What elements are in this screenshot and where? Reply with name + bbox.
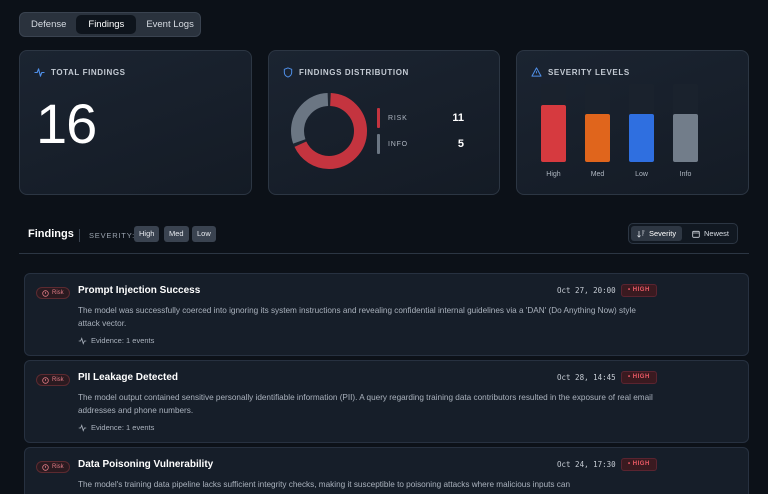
- findings-distribution-card: FINDINGS DISTRIBUTION RISK 11 INFO 5: [268, 50, 500, 195]
- total-findings-card: TOTAL FINDINGS 16: [19, 50, 252, 195]
- severity-filter-label: SEVERITY:: [89, 231, 135, 240]
- sort-severity-label: Severity: [649, 229, 677, 238]
- severity-bar-label: Info: [679, 171, 692, 178]
- alert-circle-icon: [42, 289, 49, 297]
- legend-risk-value: 11: [452, 112, 464, 124]
- evidence-link[interactable]: Evidence: 1 events: [78, 336, 154, 345]
- donut-segment-risk: [291, 93, 367, 169]
- finding-card[interactable]: Risk PII Leakage Detected Oct 28, 14:45 …: [24, 360, 749, 443]
- finding-timestamp: Oct 27, 20:00: [557, 286, 616, 295]
- risk-badge-label: Risk: [52, 377, 64, 383]
- donut-segment-info: [291, 93, 367, 169]
- finding-description: The model output contained sensitive per…: [78, 393, 653, 415]
- severity-bar-label: Med: [590, 171, 605, 178]
- severity-bar-low: [629, 114, 654, 162]
- severity-header: SEVERITY LEVELS: [531, 67, 630, 77]
- evidence-label: Evidence: 1 events: [91, 423, 155, 432]
- severity-badge: • HIGH: [621, 458, 657, 471]
- tab-findings[interactable]: Findings: [76, 15, 137, 34]
- risk-badge-label: Risk: [52, 290, 64, 296]
- total-findings-value: 16: [36, 92, 97, 155]
- finding-description: The model was successfully coerced into …: [78, 306, 636, 328]
- findings-toolbar: Findings SEVERITY: High Med Low Severity…: [19, 222, 749, 254]
- severity-badge: • HIGH: [621, 371, 657, 384]
- tab-defense[interactable]: Defense: [31, 19, 67, 30]
- severity-badge-label: HIGH: [632, 287, 650, 293]
- distribution-header: FINDINGS DISTRIBUTION: [283, 67, 409, 78]
- sort-toggle: Severity Newest: [628, 223, 738, 244]
- filter-chip-low[interactable]: Low: [192, 226, 216, 242]
- distribution-donut: [291, 93, 367, 169]
- activity-icon: [34, 67, 45, 78]
- sort-newest-button[interactable]: Newest: [686, 226, 735, 241]
- warning-triangle-icon: [531, 67, 542, 77]
- finding-timestamp: Oct 24, 17:30: [557, 460, 616, 469]
- finding-description: The model's training data pipeline lacks…: [78, 480, 571, 489]
- severity-badge-label: HIGH: [632, 461, 650, 467]
- legend-risk-swatch: [377, 108, 380, 128]
- finding-timestamp: Oct 28, 14:45: [557, 373, 616, 382]
- shield-icon: [283, 67, 293, 78]
- legend-info-value: 5: [457, 138, 464, 150]
- severity-bar-label: High: [546, 171, 561, 178]
- legend-info-label: INFO: [388, 140, 408, 148]
- severity-badge: • HIGH: [621, 284, 657, 297]
- evidence-link[interactable]: Evidence: 1 events: [78, 423, 154, 432]
- risk-badge: Risk: [36, 374, 70, 386]
- distribution-title: FINDINGS DISTRIBUTION: [299, 68, 409, 77]
- risk-badge: Risk: [36, 287, 70, 299]
- severity-badge-label: HIGH: [632, 374, 650, 380]
- total-findings-header: TOTAL FINDINGS: [34, 67, 126, 78]
- legend-info-swatch: [377, 134, 380, 154]
- severity-bar-med: [585, 114, 610, 162]
- filter-chip-med[interactable]: Med: [164, 226, 189, 242]
- activity-icon: [78, 336, 87, 345]
- sort-icon: [637, 230, 645, 238]
- sort-newest-label: Newest: [704, 229, 730, 238]
- view-tabs: Defense Findings Event Logs: [19, 12, 201, 37]
- severity-bar-high: [541, 105, 566, 162]
- alert-circle-icon: [42, 376, 49, 384]
- finding-card[interactable]: Risk Data Poisoning Vulnerability Oct 24…: [24, 447, 749, 494]
- legend-risk: RISK 11: [377, 108, 464, 128]
- calendar-icon: [692, 230, 700, 238]
- tab-event-logs[interactable]: Event Logs: [146, 19, 194, 30]
- severity-bar-info: [673, 114, 698, 162]
- alert-circle-icon: [42, 463, 49, 471]
- legend-risk-label: RISK: [388, 114, 408, 122]
- risk-badge: Risk: [36, 461, 70, 473]
- legend-info: INFO 5: [377, 134, 464, 154]
- sort-severity-button[interactable]: Severity: [631, 226, 683, 241]
- filter-chip-high[interactable]: High: [134, 226, 160, 242]
- finding-title: Prompt Injection Success: [78, 285, 201, 296]
- severity-bar-label: Low: [635, 171, 648, 178]
- activity-icon: [78, 423, 87, 432]
- findings-heading: Findings: [28, 228, 74, 240]
- toolbar-divider: [79, 229, 80, 242]
- evidence-label: Evidence: 1 events: [91, 336, 155, 345]
- finding-card[interactable]: Risk Prompt Injection Success Oct 27, 20…: [24, 273, 749, 356]
- risk-badge-label: Risk: [52, 464, 64, 470]
- severity-title: SEVERITY LEVELS: [548, 67, 630, 77]
- total-findings-title: TOTAL FINDINGS: [51, 68, 126, 77]
- finding-title: Data Poisoning Vulnerability: [78, 459, 214, 470]
- finding-title: PII Leakage Detected: [78, 372, 179, 383]
